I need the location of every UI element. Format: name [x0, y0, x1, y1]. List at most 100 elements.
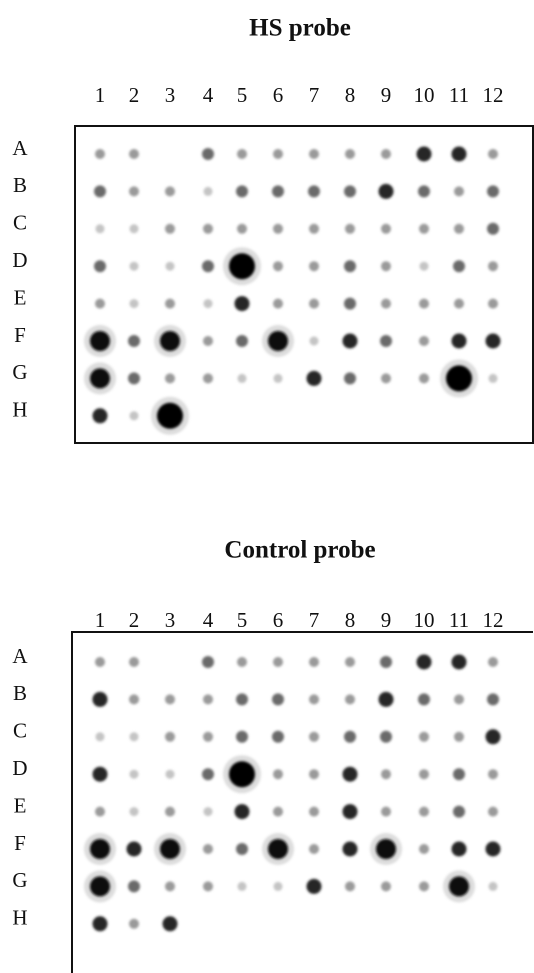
- dot: [488, 298, 498, 309]
- column-label: 11: [449, 83, 469, 107]
- dot: [344, 260, 356, 273]
- dot: [488, 373, 498, 383]
- dot: [454, 223, 464, 234]
- dot: [165, 298, 175, 309]
- dot: [487, 185, 499, 198]
- column-label: 12: [483, 608, 504, 632]
- column-label: 11: [449, 608, 469, 632]
- dot: [128, 335, 140, 347]
- dot: [306, 370, 322, 386]
- row-label: B: [13, 173, 27, 197]
- column-label: 3: [165, 608, 176, 632]
- dot: [446, 365, 472, 392]
- dot: [157, 402, 183, 429]
- row-label: H: [12, 398, 27, 422]
- column-label: 2: [129, 608, 140, 632]
- dot: [454, 186, 464, 197]
- dot: [345, 694, 355, 705]
- dot: [92, 691, 108, 707]
- dot: [273, 223, 283, 234]
- dot: [236, 693, 248, 706]
- dot: [129, 918, 139, 929]
- dot: [162, 916, 178, 932]
- dot: [128, 880, 140, 893]
- dot: [419, 223, 429, 234]
- column-label: 9: [381, 608, 392, 632]
- dot: [95, 732, 105, 742]
- dot: [165, 373, 175, 384]
- row-label: C: [13, 719, 27, 743]
- dot: [236, 843, 248, 855]
- row-label: A: [12, 136, 28, 160]
- dot: [345, 657, 355, 667]
- dot: [203, 186, 213, 196]
- dot: [92, 766, 108, 782]
- dot: [272, 185, 284, 198]
- dot: [344, 185, 356, 198]
- dot: [485, 841, 501, 857]
- dot: [165, 806, 175, 817]
- dot: [165, 694, 175, 705]
- dot: [309, 657, 319, 667]
- dot: [95, 298, 105, 309]
- dot: [380, 656, 392, 668]
- dot: [273, 806, 283, 817]
- dot: [203, 299, 213, 309]
- dot: [129, 224, 139, 234]
- row-label: B: [13, 681, 27, 705]
- dot: [454, 694, 464, 705]
- row-label: E: [14, 285, 27, 309]
- dot: [273, 261, 283, 272]
- dot: [381, 806, 391, 817]
- dot: [203, 844, 213, 854]
- column-label: 1: [95, 83, 106, 107]
- row-label: D: [12, 248, 27, 272]
- row-label: H: [12, 906, 27, 930]
- membrane-frame: [71, 631, 533, 973]
- dot: [236, 185, 248, 198]
- dot: [236, 730, 248, 743]
- dot: [273, 149, 283, 159]
- dot: [234, 296, 250, 312]
- column-label: 6: [273, 608, 284, 632]
- column-label: 3: [165, 83, 176, 107]
- dot: [90, 876, 110, 897]
- dot: [92, 916, 108, 932]
- dot: [129, 261, 139, 271]
- dot: [203, 731, 213, 742]
- dot: [451, 841, 467, 857]
- dot: [309, 336, 319, 346]
- column-label: 5: [237, 608, 248, 632]
- dot: [203, 336, 213, 346]
- dot: [345, 223, 355, 234]
- dot: [419, 806, 429, 817]
- dot: [309, 298, 319, 309]
- dot: [165, 731, 175, 742]
- dot: [451, 333, 467, 349]
- dot: [273, 298, 283, 309]
- dot: [237, 373, 247, 383]
- dot: [236, 335, 248, 347]
- dot: [273, 881, 283, 891]
- dot: [129, 807, 139, 817]
- dot: [309, 731, 319, 742]
- dot: [419, 373, 429, 384]
- dot: [90, 331, 110, 351]
- dot: [273, 769, 283, 780]
- row-label: G: [12, 868, 27, 892]
- dot: [376, 839, 396, 859]
- dot: [237, 223, 247, 234]
- dot: [485, 333, 501, 349]
- dot: [272, 693, 284, 706]
- dot: [418, 693, 430, 706]
- dot: [160, 331, 180, 351]
- row-label: E: [14, 793, 27, 817]
- dot: [229, 761, 255, 788]
- dot: [160, 839, 180, 859]
- panel-title: HS probe: [249, 15, 351, 42]
- dot: [416, 654, 432, 670]
- dot: [90, 368, 110, 389]
- column-label: 10: [414, 83, 435, 107]
- dot: [309, 769, 319, 780]
- panel-title: Control probe: [224, 537, 375, 564]
